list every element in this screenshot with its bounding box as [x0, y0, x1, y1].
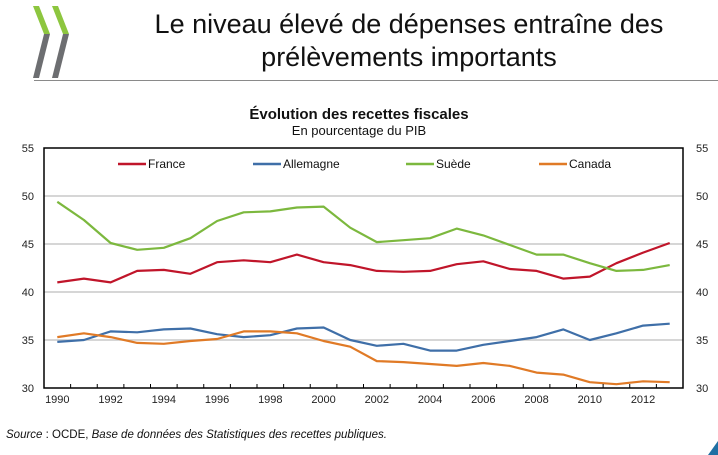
x-tick-label: 1990: [45, 394, 69, 406]
axes: [43, 147, 684, 389]
logo-chevron-left-bottom: [33, 34, 50, 78]
y-tick-label-left: 55: [22, 143, 34, 155]
x-axis-labels: 1990 1992 1994 1996 1998 2000 2002 2004 2006 2008…: [45, 394, 655, 406]
slide-title-line-1: Le niveau élevé de dépenses entraîne des: [154, 9, 664, 39]
series-line-france: [57, 241, 671, 284]
legend-label-canada: Canada: [569, 157, 611, 171]
legend-label-suède: Suède: [436, 157, 471, 171]
x-tick-label: 2008: [524, 394, 548, 406]
x-tick-label: 1994: [152, 394, 176, 406]
legend: France Allemagne Suède Canada: [118, 157, 611, 171]
y-tick-label-left: 35: [22, 335, 34, 347]
corner-decoration-icon: [708, 441, 718, 455]
series-line-allemagne: [57, 322, 670, 352]
y-tick-label-right: 55: [696, 143, 708, 155]
y-axis-left-labels: 30 35 40 45 50 55: [22, 143, 34, 395]
slide-title: Le niveau élevé de dépenses entraîne des…: [100, 8, 718, 74]
oecd-logo-icon: [33, 6, 69, 78]
x-tick-label: 2012: [631, 394, 655, 406]
chart-subtitle: En pourcentage du PIB: [291, 123, 427, 138]
y-tick-label-right: 35: [696, 335, 708, 347]
source-prefix: Source: [6, 429, 43, 441]
source-note: Source : OCDE, Base de données des Stati…: [6, 429, 387, 441]
x-tick-label: 1996: [205, 394, 229, 406]
chart-title: Évolution des recettes fiscales: [249, 106, 469, 123]
x-tick-label: 2010: [578, 394, 602, 406]
series-line-canada: [57, 330, 670, 386]
y-tick-label-right: 40: [696, 287, 708, 299]
gridlines: [44, 195, 683, 341]
series-lines: [56, 200, 671, 386]
logo-chevron-right-bottom: [52, 34, 69, 78]
logo-chevron-left-top: [33, 6, 50, 34]
legend-label-allemagne: Allemagne: [283, 157, 340, 171]
y-tick-label-right: 30: [696, 383, 708, 395]
y-tick-label-left: 50: [22, 191, 34, 203]
y-axis-right-labels: 30 35 40 45 50 55: [696, 143, 708, 395]
header-divider: [34, 80, 718, 81]
y-tick-label-left: 45: [22, 239, 34, 251]
legend-label-france: France: [148, 157, 186, 171]
x-tick-label: 1992: [98, 394, 122, 406]
y-tick-label-left: 40: [22, 287, 34, 299]
logo-chevron-right-top: [52, 6, 69, 34]
slide-title-line-2: prélèvements importants: [261, 42, 557, 72]
y-tick-label-right: 50: [696, 191, 708, 203]
series-line-suède: [56, 200, 670, 272]
x-tick-label: 1998: [258, 394, 282, 406]
source-publication: Base de données des Statistiques des rec…: [91, 429, 388, 441]
x-tick-label: 2000: [311, 394, 335, 406]
source-separator: : OCDE,: [42, 429, 92, 441]
x-tick-label: 2002: [365, 394, 389, 406]
y-tick-label-left: 30: [22, 383, 34, 395]
x-tick-label: 2004: [418, 394, 442, 406]
x-tick-label: 2006: [471, 394, 495, 406]
y-tick-label-right: 45: [696, 239, 708, 251]
